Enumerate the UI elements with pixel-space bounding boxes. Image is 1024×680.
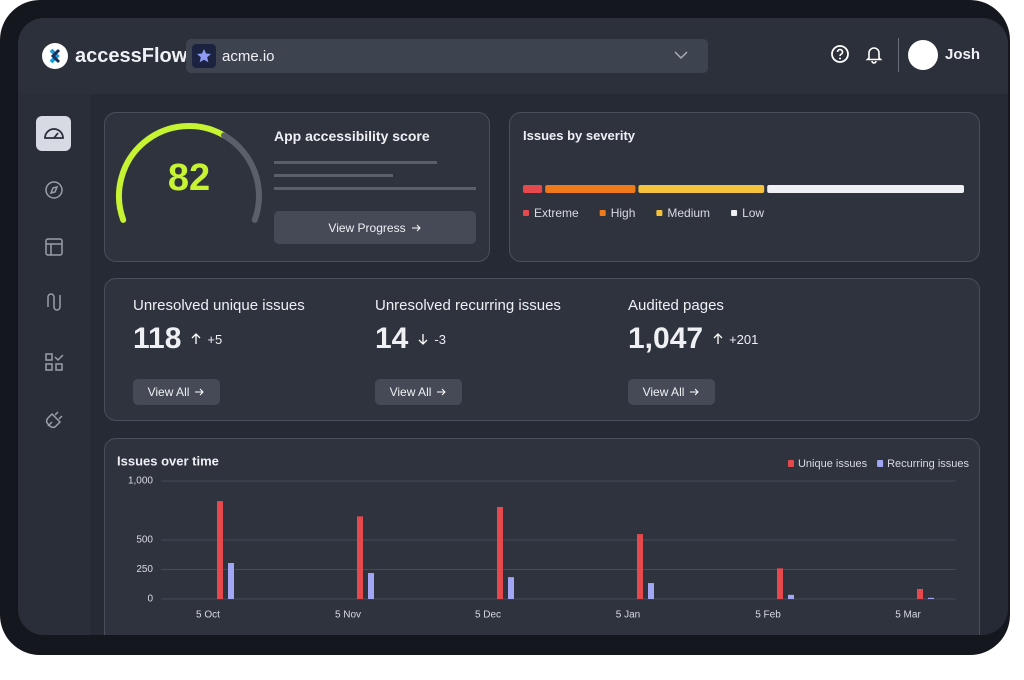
trend-arrow: [191, 333, 201, 344]
screen: accessFlow acme.io Josh 82 App accessibi…: [18, 18, 1008, 635]
bar: [648, 583, 654, 599]
severity-card: Issues by severity Extreme High Medium Low: [509, 112, 980, 262]
legend-swatch: [877, 460, 884, 467]
score-card: 82 App accessibility score View Progress: [104, 112, 490, 262]
site-name: acme.io: [222, 48, 275, 65]
logo: [42, 43, 68, 69]
legend-label: Recurring issues: [887, 458, 969, 470]
arrow-icon: [411, 224, 421, 231]
legend-swatch: [731, 210, 738, 216]
gauge: [116, 123, 262, 223]
header: accessFlow acme.io Josh: [18, 18, 1008, 94]
bar: [357, 516, 363, 599]
y-tick-label: 500: [136, 535, 153, 546]
y-tick-label: 250: [136, 564, 153, 575]
brand: accessFlow: [75, 45, 188, 67]
bar: [928, 597, 934, 599]
stat-row: 118 +5: [133, 322, 305, 356]
bar: [497, 506, 503, 599]
legend-label: Unique issues: [798, 458, 868, 470]
sidebar-icons: [36, 116, 71, 429]
user-name: Josh: [945, 46, 981, 63]
button-label: View All: [642, 385, 685, 399]
bar: [637, 534, 643, 599]
bar: [368, 573, 374, 599]
severity-title: Issues by severity: [523, 128, 636, 143]
stat-row: 14 -3: [375, 322, 561, 356]
trend-arrow: [418, 334, 428, 345]
y-tick-label: 1,000: [128, 476, 153, 487]
stat-value: 118: [133, 322, 182, 355]
site-icon: [192, 44, 216, 68]
stat-value: 14: [375, 322, 409, 355]
chart-card: Issues over time 0 250 500 1,000 5 Oct 5 Nov 5…: [104, 438, 980, 635]
bar: [508, 577, 514, 599]
button-label: View All: [147, 385, 190, 399]
score-value: 82: [167, 157, 211, 199]
legend-label: Medium: [667, 206, 710, 220]
bar: [788, 594, 794, 599]
score-title: App accessibility score: [274, 128, 430, 144]
view-all-button[interactable]: View All: [375, 379, 462, 405]
x-tick-label: 5 Mar: [895, 610, 921, 621]
help-icon[interactable]: [830, 44, 850, 64]
view-all-button[interactable]: View All: [628, 379, 715, 405]
x-tick-label: 5 Jan: [616, 610, 640, 621]
site-selector[interactable]: acme.io: [186, 39, 708, 73]
stat-label: Unresolved unique issues: [133, 297, 305, 314]
placeholder-line: [274, 187, 476, 190]
placeholder-line: [274, 161, 437, 164]
legend-label: Extreme: [534, 206, 579, 220]
bar: [917, 588, 923, 599]
stats-card: Unresolved unique issues 118 +5 View All Unr…: [104, 278, 980, 421]
y-tick-label: 0: [147, 594, 153, 605]
button-label: View Progress: [328, 220, 406, 235]
legend-swatch: [656, 210, 663, 216]
severity-chart: Extreme High Medium Low: [523, 185, 964, 220]
button-label: View All: [389, 385, 432, 399]
view-progress-button[interactable]: View Progress: [274, 211, 476, 244]
arrow-icon: [437, 388, 447, 396]
arrow-icon: [195, 388, 205, 396]
stat-label: Audited pages: [628, 297, 724, 314]
severity-segment: [638, 185, 765, 193]
legend-swatch: [599, 210, 606, 216]
legend-swatch: [523, 210, 529, 216]
legend-label: High: [611, 206, 636, 220]
chart: Issues over time 0 250 500 1,000 5 Oct 5 Nov 5…: [117, 453, 969, 621]
stat-delta: -3: [434, 331, 446, 347]
bar: [217, 501, 223, 599]
bar: [228, 563, 234, 599]
view-all-button[interactable]: View All: [133, 379, 220, 405]
x-tick-label: 5 Nov: [335, 610, 361, 621]
stat: Unresolved unique issues 118 +5 View All: [133, 297, 305, 405]
divider: [898, 38, 899, 72]
chart-title: Issues over time: [117, 453, 219, 468]
placeholder-line: [274, 174, 393, 177]
stat: Audited pages 1,047 +201 View All: [628, 297, 758, 405]
stat: Unresolved recurring issues 14 -3 View All: [375, 297, 561, 405]
avatar[interactable]: [908, 40, 938, 70]
bar: [777, 568, 783, 599]
stat-label: Unresolved recurring issues: [375, 297, 561, 314]
sidebar: [18, 94, 90, 635]
legend-swatch: [787, 460, 794, 467]
chevron: [674, 51, 688, 60]
arrow-icon: [690, 388, 700, 396]
x-tick-label: 5 Feb: [755, 610, 781, 621]
stat-value: 1,047: [628, 322, 704, 355]
severity-segment: [523, 185, 543, 193]
trend-arrow: [713, 333, 723, 344]
x-tick-label: 5 Dec: [475, 610, 501, 621]
severity-segment: [767, 185, 964, 193]
stat-delta: +201: [729, 331, 759, 347]
bell-icon[interactable]: [864, 44, 884, 64]
severity-segment: [545, 185, 636, 193]
stat-delta: +5: [207, 331, 223, 347]
stat-row: 1,047 +201: [628, 322, 758, 356]
legend-label: Low: [742, 206, 764, 220]
x-tick-label: 5 Oct: [196, 610, 220, 621]
